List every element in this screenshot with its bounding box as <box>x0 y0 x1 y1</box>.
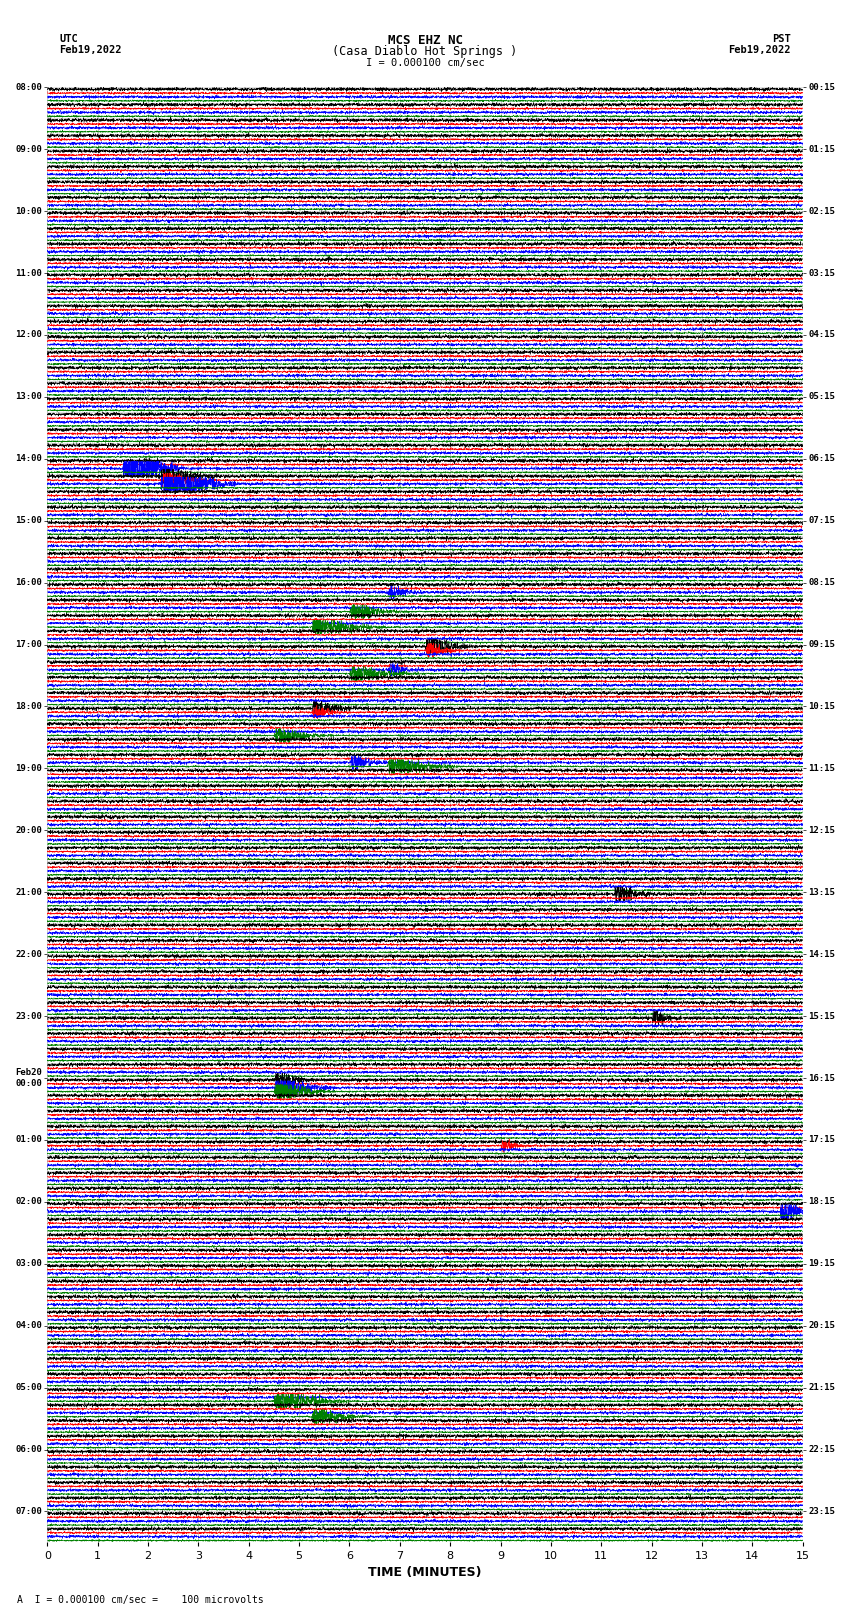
Text: MCS EHZ NC: MCS EHZ NC <box>388 34 462 47</box>
Text: A  I = 0.000100 cm/sec =    100 microvolts: A I = 0.000100 cm/sec = 100 microvolts <box>17 1595 264 1605</box>
X-axis label: TIME (MINUTES): TIME (MINUTES) <box>368 1566 482 1579</box>
Text: UTC: UTC <box>60 34 78 44</box>
Text: PST: PST <box>772 34 791 44</box>
Text: (Casa Diablo Hot Springs ): (Casa Diablo Hot Springs ) <box>332 45 518 58</box>
Text: I = 0.000100 cm/sec: I = 0.000100 cm/sec <box>366 58 484 68</box>
Text: Feb19,2022: Feb19,2022 <box>60 45 122 55</box>
Text: Feb19,2022: Feb19,2022 <box>728 45 791 55</box>
